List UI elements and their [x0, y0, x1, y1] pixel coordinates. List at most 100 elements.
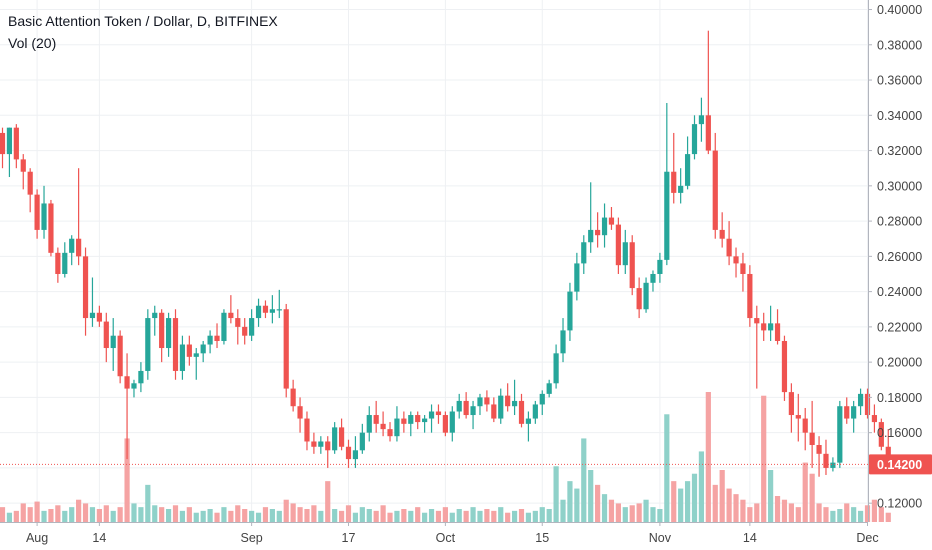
y-tick-label: 0.24000	[877, 285, 922, 299]
y-tick-label: 0.12000	[877, 497, 922, 511]
candle-body	[359, 432, 365, 451]
volume-bar	[394, 510, 400, 522]
candle-body	[678, 185, 684, 193]
volume-bar	[345, 505, 352, 522]
volume-bar	[242, 509, 248, 522]
candle-body	[802, 418, 808, 433]
volume-bar	[110, 510, 116, 522]
y-tick-label: 0.36000	[877, 74, 922, 88]
volume-bar	[622, 507, 628, 522]
candle-body	[435, 411, 442, 416]
volume-bar	[477, 510, 483, 522]
candle-body	[733, 256, 739, 264]
volume-bar	[574, 488, 580, 522]
x-tick-label: 17	[342, 531, 356, 545]
volume-bar	[671, 481, 677, 522]
candle-body	[304, 418, 310, 442]
volume-bar	[518, 509, 525, 522]
candle-body	[200, 344, 206, 354]
candle-body	[761, 323, 767, 331]
candle-body	[262, 305, 269, 313]
volume-bar	[774, 496, 781, 522]
volume-bars	[0, 392, 891, 522]
candle-body	[754, 318, 760, 324]
last-price-label: 0.14200	[877, 458, 922, 472]
volume-bar	[373, 510, 379, 522]
candle-body	[449, 411, 455, 433]
volume-bar	[62, 510, 68, 522]
volume-bar	[657, 509, 663, 522]
volume-bar	[304, 509, 310, 522]
candle-body	[809, 432, 815, 446]
x-tick-label: Sep	[240, 531, 262, 545]
candle-body	[781, 340, 788, 393]
volume-bar	[96, 509, 102, 522]
x-tick-label: Nov	[649, 531, 672, 545]
candle-body	[380, 423, 386, 430]
candle-body	[41, 203, 47, 230]
candle-body	[823, 453, 829, 468]
candle-body	[401, 418, 407, 424]
y-tick-label: 0.20000	[877, 356, 922, 370]
candle-body	[62, 252, 68, 274]
candle-body	[415, 415, 421, 423]
candle-body	[629, 242, 635, 289]
candle-body	[186, 344, 192, 357]
volume-bar	[532, 510, 538, 522]
candle-body	[498, 395, 504, 419]
volume-bar	[691, 473, 698, 522]
volume-bar	[595, 484, 601, 522]
y-tick-label: 0.18000	[877, 391, 922, 405]
volume-bar	[781, 499, 788, 522]
volume-indicator-label: Vol (20)	[8, 35, 57, 51]
candle-body	[152, 312, 158, 319]
x-tick-label: 14	[92, 531, 106, 545]
volume-bar	[871, 499, 878, 522]
volume-bar	[878, 507, 884, 522]
volume-bar	[678, 488, 684, 522]
candle-body	[726, 238, 732, 257]
candle-body	[338, 427, 345, 447]
candle-body	[214, 335, 220, 341]
volume-bar	[615, 503, 621, 522]
candle-body	[269, 309, 275, 313]
volume-bar	[124, 438, 130, 522]
y-tick-label: 0.16000	[877, 426, 922, 440]
candle-body	[249, 318, 255, 336]
volume-bar	[138, 507, 144, 522]
candle-body	[283, 309, 289, 389]
x-axis: Aug 14 Sep 17 Oct 15 Nov 14 Dec	[26, 522, 879, 545]
candle-body	[671, 171, 677, 193]
candle-body	[719, 229, 725, 239]
volume-bar	[76, 499, 82, 522]
volume-bar	[55, 505, 61, 522]
candle-body	[539, 393, 545, 405]
candle-body	[318, 441, 324, 447]
volume-bar	[325, 481, 331, 522]
volume-bar	[214, 512, 220, 522]
volume-bar	[463, 510, 469, 522]
candle-body	[76, 238, 82, 257]
volume-bar	[207, 509, 213, 522]
volume-bar	[601, 494, 608, 522]
volume-bar	[415, 507, 421, 522]
candle-body	[871, 415, 878, 423]
volume-bar	[408, 510, 414, 522]
candle-body	[622, 242, 628, 266]
volume-bar	[802, 462, 808, 522]
volume-bar	[172, 505, 179, 522]
volume-bar	[726, 488, 732, 522]
candle-body	[394, 418, 400, 437]
candle-body	[664, 171, 670, 260]
candle-body	[89, 312, 96, 319]
y-axis: 0.40000 0.38000 0.36000 0.34000 0.32000 0.300…	[868, 3, 922, 511]
candle-body	[574, 263, 580, 292]
candle-body	[422, 418, 428, 423]
candle-body	[96, 312, 102, 322]
y-tick-label: 0.22000	[877, 320, 922, 334]
candle-body	[560, 330, 566, 354]
x-tick-label: 14	[743, 531, 757, 545]
candle-body	[615, 224, 621, 266]
volume-bar	[318, 510, 324, 522]
